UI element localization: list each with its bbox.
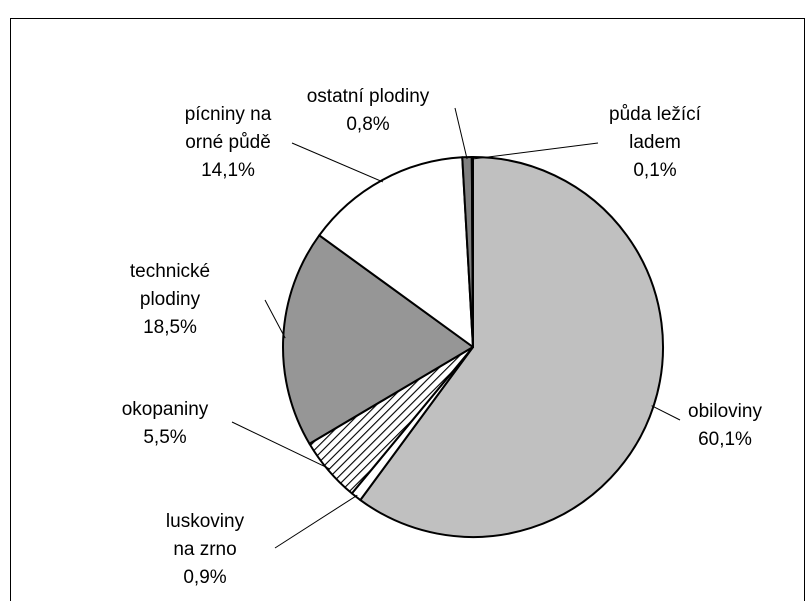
slice-label: ostatní plodiny 0,8% bbox=[268, 83, 468, 139]
leader-line bbox=[454, 107, 468, 160]
category-label: půda ležící ladem bbox=[609, 104, 701, 153]
chart-frame bbox=[10, 18, 805, 601]
pie-slice bbox=[282, 234, 474, 445]
value-label: 0,1% bbox=[633, 160, 677, 181]
value-label: 60,1% bbox=[698, 429, 752, 450]
slice-label: okopaniny 5,5% bbox=[105, 396, 225, 452]
slice-label: pícniny na orné půdě 14,1% bbox=[169, 101, 287, 185]
leader-line bbox=[274, 494, 358, 549]
slice-label: obiloviny 60,1% bbox=[665, 398, 785, 454]
category-label: obiloviny bbox=[688, 401, 762, 422]
value-label: 14,1% bbox=[201, 160, 255, 181]
category-label: ostatní plodiny bbox=[306, 86, 430, 107]
leader-line bbox=[651, 405, 681, 421]
value-label: 5,5% bbox=[143, 427, 187, 448]
value-label: 0,8% bbox=[346, 114, 390, 135]
category-label: okopaniny bbox=[121, 399, 209, 420]
leader-line bbox=[472, 142, 599, 160]
pie-slice bbox=[470, 156, 474, 348]
value-label: 18,5% bbox=[143, 317, 197, 338]
slice-label: půda ležící ladem 0,1% bbox=[594, 101, 716, 185]
category-label: technické plodiny bbox=[129, 261, 211, 310]
category-label: luskoviny na zrno bbox=[165, 511, 245, 560]
category-label: pícniny na orné půdě bbox=[184, 104, 272, 153]
slice-label: luskoviny na zrno 0,9% bbox=[155, 508, 255, 592]
value-label: 0,9% bbox=[183, 567, 227, 588]
leader-line bbox=[231, 421, 331, 470]
slice-label: technické plodiny 18,5% bbox=[115, 258, 225, 342]
leader-line bbox=[264, 299, 286, 339]
pie-slice bbox=[318, 156, 474, 348]
leader-line bbox=[291, 142, 384, 183]
